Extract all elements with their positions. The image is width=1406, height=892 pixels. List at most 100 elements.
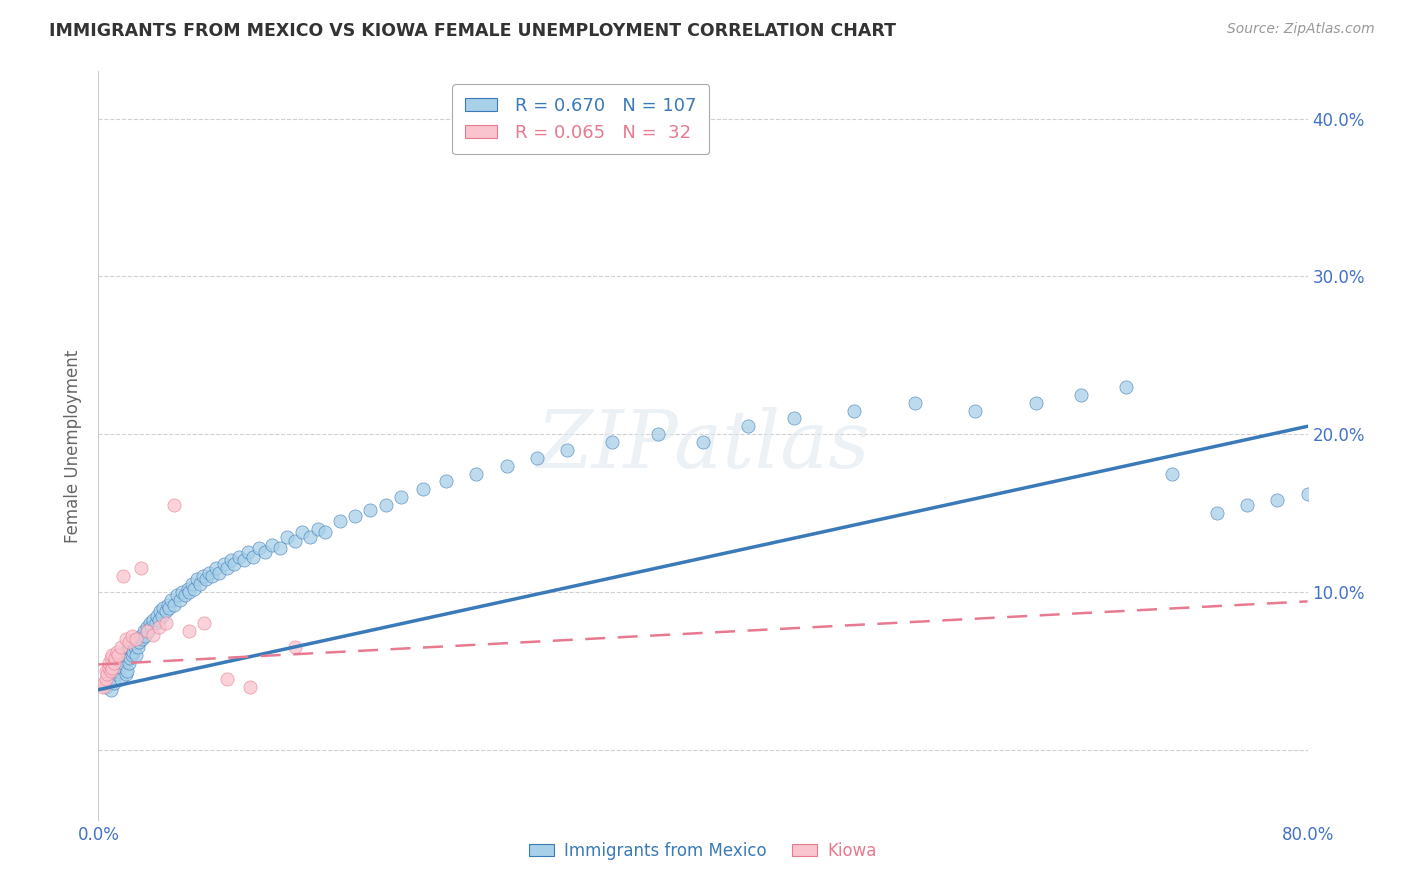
Point [132,624,155,639]
Point [215,561,238,575]
Point [148,613,170,627]
Y-axis label: Female Unemployment: Female Unemployment [65,350,83,542]
Point [465,467,488,481]
Point [141,619,163,633]
Point [111,656,134,670]
Point [844,403,866,417]
Point [186,572,208,586]
Point [108,660,131,674]
Point [110,651,132,665]
Point [152,600,174,615]
Point [389,490,412,504]
Point [1024,395,1046,409]
Point [98,672,121,686]
Point [103,656,125,670]
Point [276,530,298,544]
Point [118,635,141,649]
Point [100,682,122,697]
Point [173,588,195,602]
Point [114,667,136,681]
Point [121,635,143,649]
Point [129,561,152,575]
Point [201,569,224,583]
Point [262,538,284,552]
Point [247,541,270,555]
Point [1206,506,1229,520]
Point [329,514,352,528]
Text: ZIPatlas: ZIPatlas [536,408,870,484]
Point [212,557,235,571]
Point [412,483,434,497]
Point [1070,388,1092,402]
Point [134,629,156,643]
Point [136,624,159,639]
Text: Source: ZipAtlas.com: Source: ZipAtlas.com [1227,22,1375,37]
Point [692,435,714,450]
Point [100,651,122,665]
Point [253,545,276,559]
Point [101,648,124,662]
Point [159,600,181,615]
Point [783,411,806,425]
Point [111,569,134,583]
Point [142,613,165,627]
Point [208,566,231,580]
Point [191,569,214,583]
Point [105,667,128,681]
Legend: Immigrants from Mexico, Kiowa: Immigrants from Mexico, Kiowa [523,835,883,866]
Point [526,450,548,465]
Point [495,458,517,473]
Point [314,524,336,539]
Point [118,640,141,654]
Point [197,566,219,580]
Point [242,550,264,565]
Point [125,632,148,647]
Point [118,656,141,670]
Point [221,553,243,567]
Point [236,545,259,559]
Point [110,640,132,654]
Point [114,632,136,647]
Point [121,629,143,643]
Point [114,645,136,659]
Point [121,648,143,662]
Point [188,577,211,591]
Point [160,592,183,607]
Point [103,676,125,690]
Point [166,588,188,602]
Point [94,672,117,686]
Point [146,608,169,623]
Point [115,664,138,678]
Point [156,598,179,612]
Point [104,651,127,665]
Point [737,419,759,434]
Point [179,624,201,639]
Point [307,522,329,536]
Point [1160,467,1182,481]
Point [344,509,367,524]
Point [155,616,177,631]
Point [94,664,117,678]
Point [98,660,121,674]
Point [112,648,135,662]
Point [1115,380,1137,394]
Point [127,640,149,654]
Point [1296,487,1319,501]
Point [239,680,262,694]
Point [107,664,129,678]
Point [228,550,250,565]
Point [647,427,669,442]
Point [94,680,117,694]
Point [148,619,170,633]
Point [299,530,322,544]
Point [284,534,307,549]
Point [205,561,228,575]
Point [139,616,162,631]
Point [135,619,157,633]
Point [176,582,198,596]
Point [170,585,193,599]
Point [904,395,927,409]
Point [135,624,157,639]
Point [125,632,148,647]
Point [360,503,382,517]
